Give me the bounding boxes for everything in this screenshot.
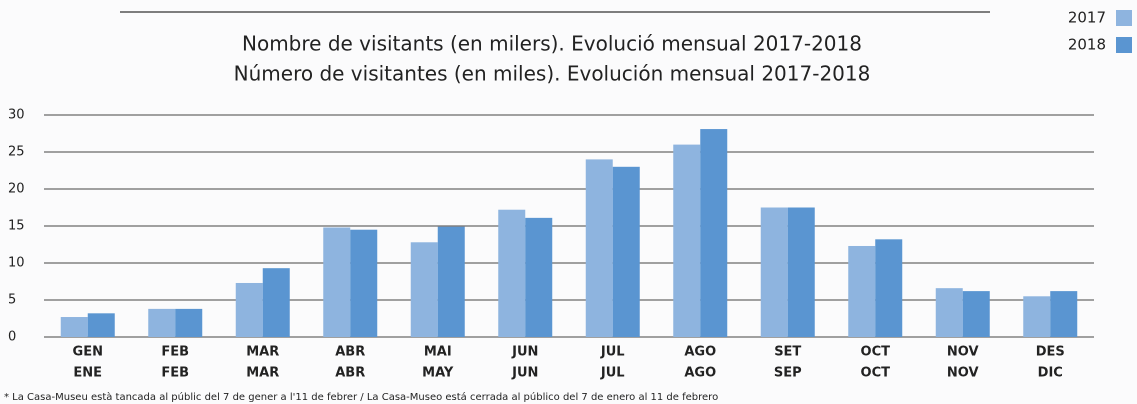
bar <box>787 207 815 337</box>
x-tick-label: FEB <box>161 345 189 360</box>
legend-label: 2018 <box>1068 36 1106 54</box>
x-tick-label: JUN <box>511 345 538 360</box>
bar <box>262 268 290 337</box>
x-tick-label: MAR <box>246 366 279 381</box>
bar <box>1023 296 1051 337</box>
bar <box>700 129 728 337</box>
chart-title: Nombre de visitants (en milers). Evoluci… <box>242 32 862 56</box>
x-tick-label: DES <box>1036 345 1065 360</box>
bar <box>935 288 963 337</box>
legend-swatch <box>1116 37 1132 53</box>
legend-label: 2017 <box>1068 9 1106 27</box>
bar <box>612 166 640 337</box>
bar <box>585 159 613 337</box>
bar <box>760 207 788 337</box>
x-tick-label: SEP <box>774 366 802 381</box>
bar <box>525 217 553 337</box>
x-tick-label: AGO <box>684 366 716 381</box>
x-tick-label: MAR <box>246 345 279 360</box>
y-tick-label: 20 <box>8 182 25 197</box>
y-tick-label: 25 <box>8 145 25 160</box>
x-tick-label: GEN <box>73 345 103 360</box>
bar <box>962 291 990 337</box>
x-tick-label: JUL <box>600 345 625 360</box>
x-tick-label: DIC <box>1038 366 1063 381</box>
bar <box>60 317 88 337</box>
bar <box>235 282 263 337</box>
bar <box>175 308 203 337</box>
y-tick-label: 5 <box>8 293 16 308</box>
x-tick-label: MAI <box>424 345 452 360</box>
y-tick-label: 15 <box>8 219 25 234</box>
bar <box>350 229 378 337</box>
footnote: * La Casa-Museu està tancada al públic d… <box>4 391 718 403</box>
y-tick-label: 10 <box>8 256 25 271</box>
x-tick-label: ABR <box>335 345 365 360</box>
bar <box>87 313 115 337</box>
bar <box>1050 291 1078 337</box>
x-tick-label: JUN <box>511 366 538 381</box>
bar <box>148 308 176 337</box>
x-tick-label: SET <box>774 345 801 360</box>
x-tick-label: OCT <box>861 366 891 381</box>
bar <box>875 239 903 337</box>
bar <box>323 227 351 337</box>
bar <box>673 144 701 337</box>
x-tick-label: ENE <box>73 366 102 381</box>
bar <box>437 226 465 337</box>
bar <box>498 209 526 337</box>
x-tick-label: JUL <box>600 366 625 381</box>
y-tick-label: 0 <box>8 330 16 345</box>
chart-subtitle: Número de visitantes (en miles). Evoluci… <box>234 62 871 86</box>
x-tick-label: OCT <box>861 345 891 360</box>
y-tick-label: 30 <box>8 108 25 123</box>
bar <box>410 242 438 337</box>
x-tick-label: FEB <box>161 366 189 381</box>
x-tick-label: NOV <box>947 366 979 381</box>
bar <box>848 245 876 337</box>
x-tick-label: NOV <box>947 345 979 360</box>
x-tick-label: ABR <box>335 366 365 381</box>
x-tick-label: MAY <box>422 366 454 381</box>
legend-swatch <box>1116 10 1132 26</box>
x-tick-label: AGO <box>684 345 716 360</box>
